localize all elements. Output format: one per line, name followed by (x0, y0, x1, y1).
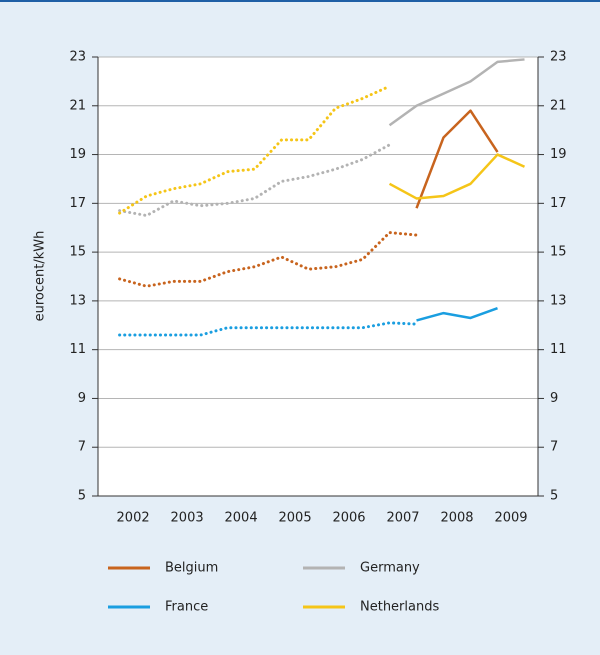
line (416, 307, 498, 322)
x-tick-label: 2004 (225, 511, 258, 526)
y-tick-label: 19 (69, 147, 86, 162)
dotted-line (118, 84, 392, 215)
y2-tick-label: 5 (550, 489, 558, 504)
x-tick-label: 2009 (494, 511, 527, 526)
line (388, 58, 525, 127)
y-tick-label: 23 (69, 50, 86, 65)
y2-tick-label: 7 (550, 440, 558, 455)
line (415, 109, 499, 209)
x-tick-label: 2008 (440, 511, 473, 526)
y-tick-label: 17 (69, 196, 86, 211)
y-tick-label: 21 (69, 98, 86, 113)
x-tick-label: 2002 (117, 511, 150, 526)
y-tick-label: 5 (78, 489, 86, 504)
x-tick-label: 2007 (386, 511, 419, 526)
x-tick-label: 2005 (279, 511, 312, 526)
dotted-line (118, 231, 419, 288)
legend-label: Belgium (165, 561, 218, 576)
y2-tick-label: 19 (550, 147, 567, 162)
legend-label: Germany (360, 561, 420, 576)
y2-tick-label: 15 (550, 245, 567, 260)
y2-tick-label: 23 (550, 50, 567, 65)
plot-area (98, 57, 538, 496)
y2-tick-label: 9 (550, 391, 558, 406)
y-tick-label: 13 (69, 293, 86, 308)
line (388, 153, 526, 200)
x-tick-label: 2003 (171, 511, 204, 526)
y2-tick-label: 21 (550, 98, 567, 113)
legend-label: Netherlands (360, 600, 439, 615)
dotted-line (118, 321, 419, 337)
y-tick-label: 15 (69, 245, 86, 260)
y2-tick-label: 11 (550, 342, 567, 357)
y2-tick-label: 17 (550, 196, 567, 211)
x-tick-label: 2006 (332, 511, 365, 526)
top-rule (0, 0, 600, 2)
y2-tick-label: 13 (550, 293, 567, 308)
legend-label: France (165, 600, 208, 615)
y-axis-label: eurocent/kWh (33, 231, 48, 322)
y-tick-label: 9 (78, 391, 86, 406)
y-tick-label: 7 (78, 440, 86, 455)
y-tick-label: 11 (69, 342, 86, 357)
